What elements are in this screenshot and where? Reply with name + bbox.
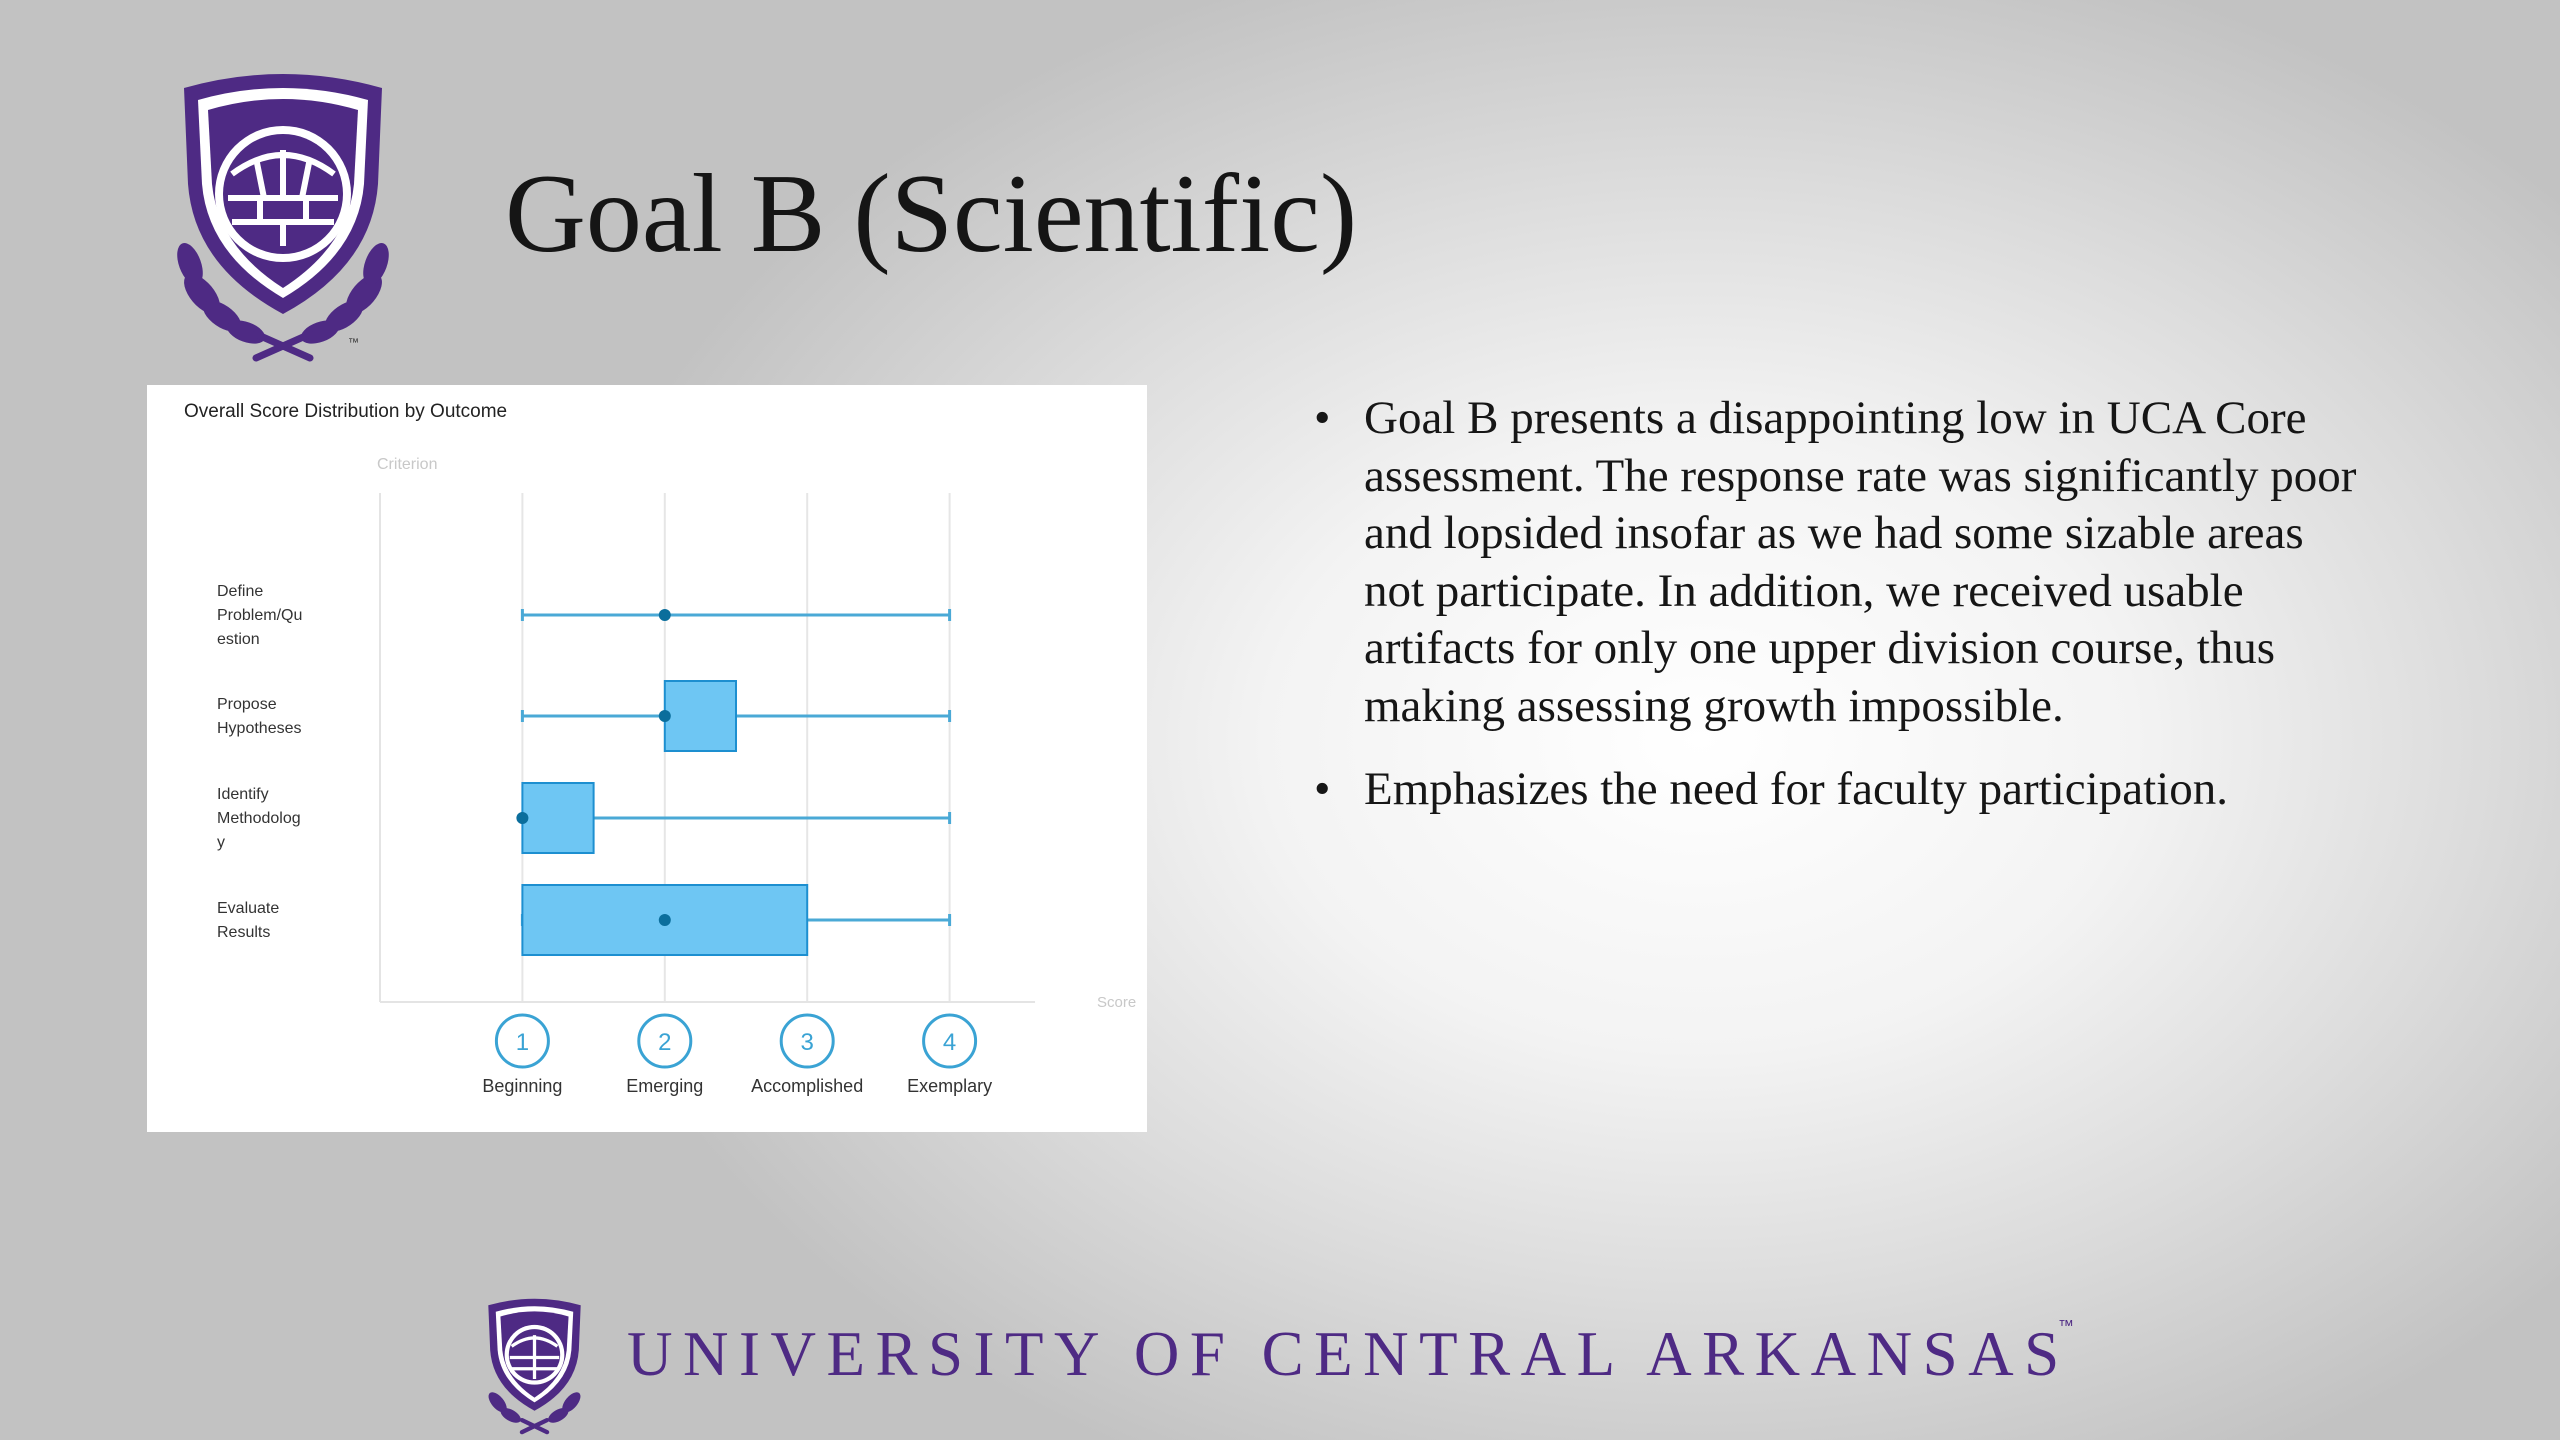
chart-title: Overall Score Distribution by Outcome	[184, 401, 508, 422]
category-label: Identify	[217, 786, 269, 803]
tick-label: Emerging	[626, 1076, 703, 1096]
tick-label: Exemplary	[907, 1076, 992, 1096]
median-point	[658, 914, 671, 926]
category-label: Propose	[217, 696, 277, 713]
category-label: Methodolog	[217, 810, 301, 827]
tick-circle	[922, 1013, 978, 1069]
slide-title: Goal B (Scientific)	[505, 152, 1358, 276]
university-crest-small-logo	[488, 1298, 581, 1435]
category-label: Hypotheses	[217, 720, 302, 737]
university-wordmark: UNIVERSITY OF CENTRAL ARKANSAS	[627, 1319, 2070, 1389]
median-point	[516, 812, 529, 824]
university-crest-logo: ™	[177, 74, 389, 362]
median-point	[658, 609, 671, 621]
tick-circle	[637, 1013, 693, 1069]
tick-number: 2	[658, 1029, 671, 1056]
score-distribution-chart: Overall Score Distribution by Outcome Cr…	[147, 385, 1147, 1132]
bullet-marker: •	[1314, 392, 1331, 444]
bullet-item: • Goal B presents a disappointing low in…	[1300, 390, 2360, 735]
tick-circle	[494, 1013, 550, 1069]
iqr-box	[521, 782, 595, 854]
tick-number: 4	[943, 1029, 956, 1056]
wordmark-tm: ™	[2058, 1318, 2074, 1335]
iqr-box	[663, 680, 737, 752]
bullet-list: • Goal B presents a disappointing low in…	[1300, 390, 2360, 845]
category-label: Problem/Qu	[217, 607, 302, 624]
tick-label: Beginning	[482, 1076, 562, 1096]
median-point	[658, 710, 671, 722]
tick-number: 3	[801, 1029, 814, 1056]
category-label: Define	[217, 583, 263, 600]
crest-tm: ™	[348, 337, 359, 349]
y-axis-label: Criterion	[377, 456, 437, 473]
bullet-marker: •	[1314, 763, 1331, 815]
chart-plot-area: Criterion Score 1 Beginning 2 Emerging 3 Accomp…	[217, 456, 1136, 1096]
category-label: y	[217, 834, 225, 851]
x-axis-label: Score	[1097, 994, 1136, 1011]
tick-label: Accomplished	[751, 1076, 863, 1096]
tick-number: 1	[516, 1029, 529, 1056]
tick-circle	[779, 1013, 835, 1069]
bullet-text: Emphasizes the need for faculty particip…	[1364, 763, 2228, 815]
category-label: estion	[217, 631, 260, 648]
bullet-item: • Emphasizes the need for faculty partic…	[1300, 761, 2360, 819]
bullet-text: Goal B presents a disappointing low in U…	[1364, 392, 2357, 732]
category-label: Evaluate	[217, 900, 279, 917]
category-label: Results	[217, 924, 270, 941]
